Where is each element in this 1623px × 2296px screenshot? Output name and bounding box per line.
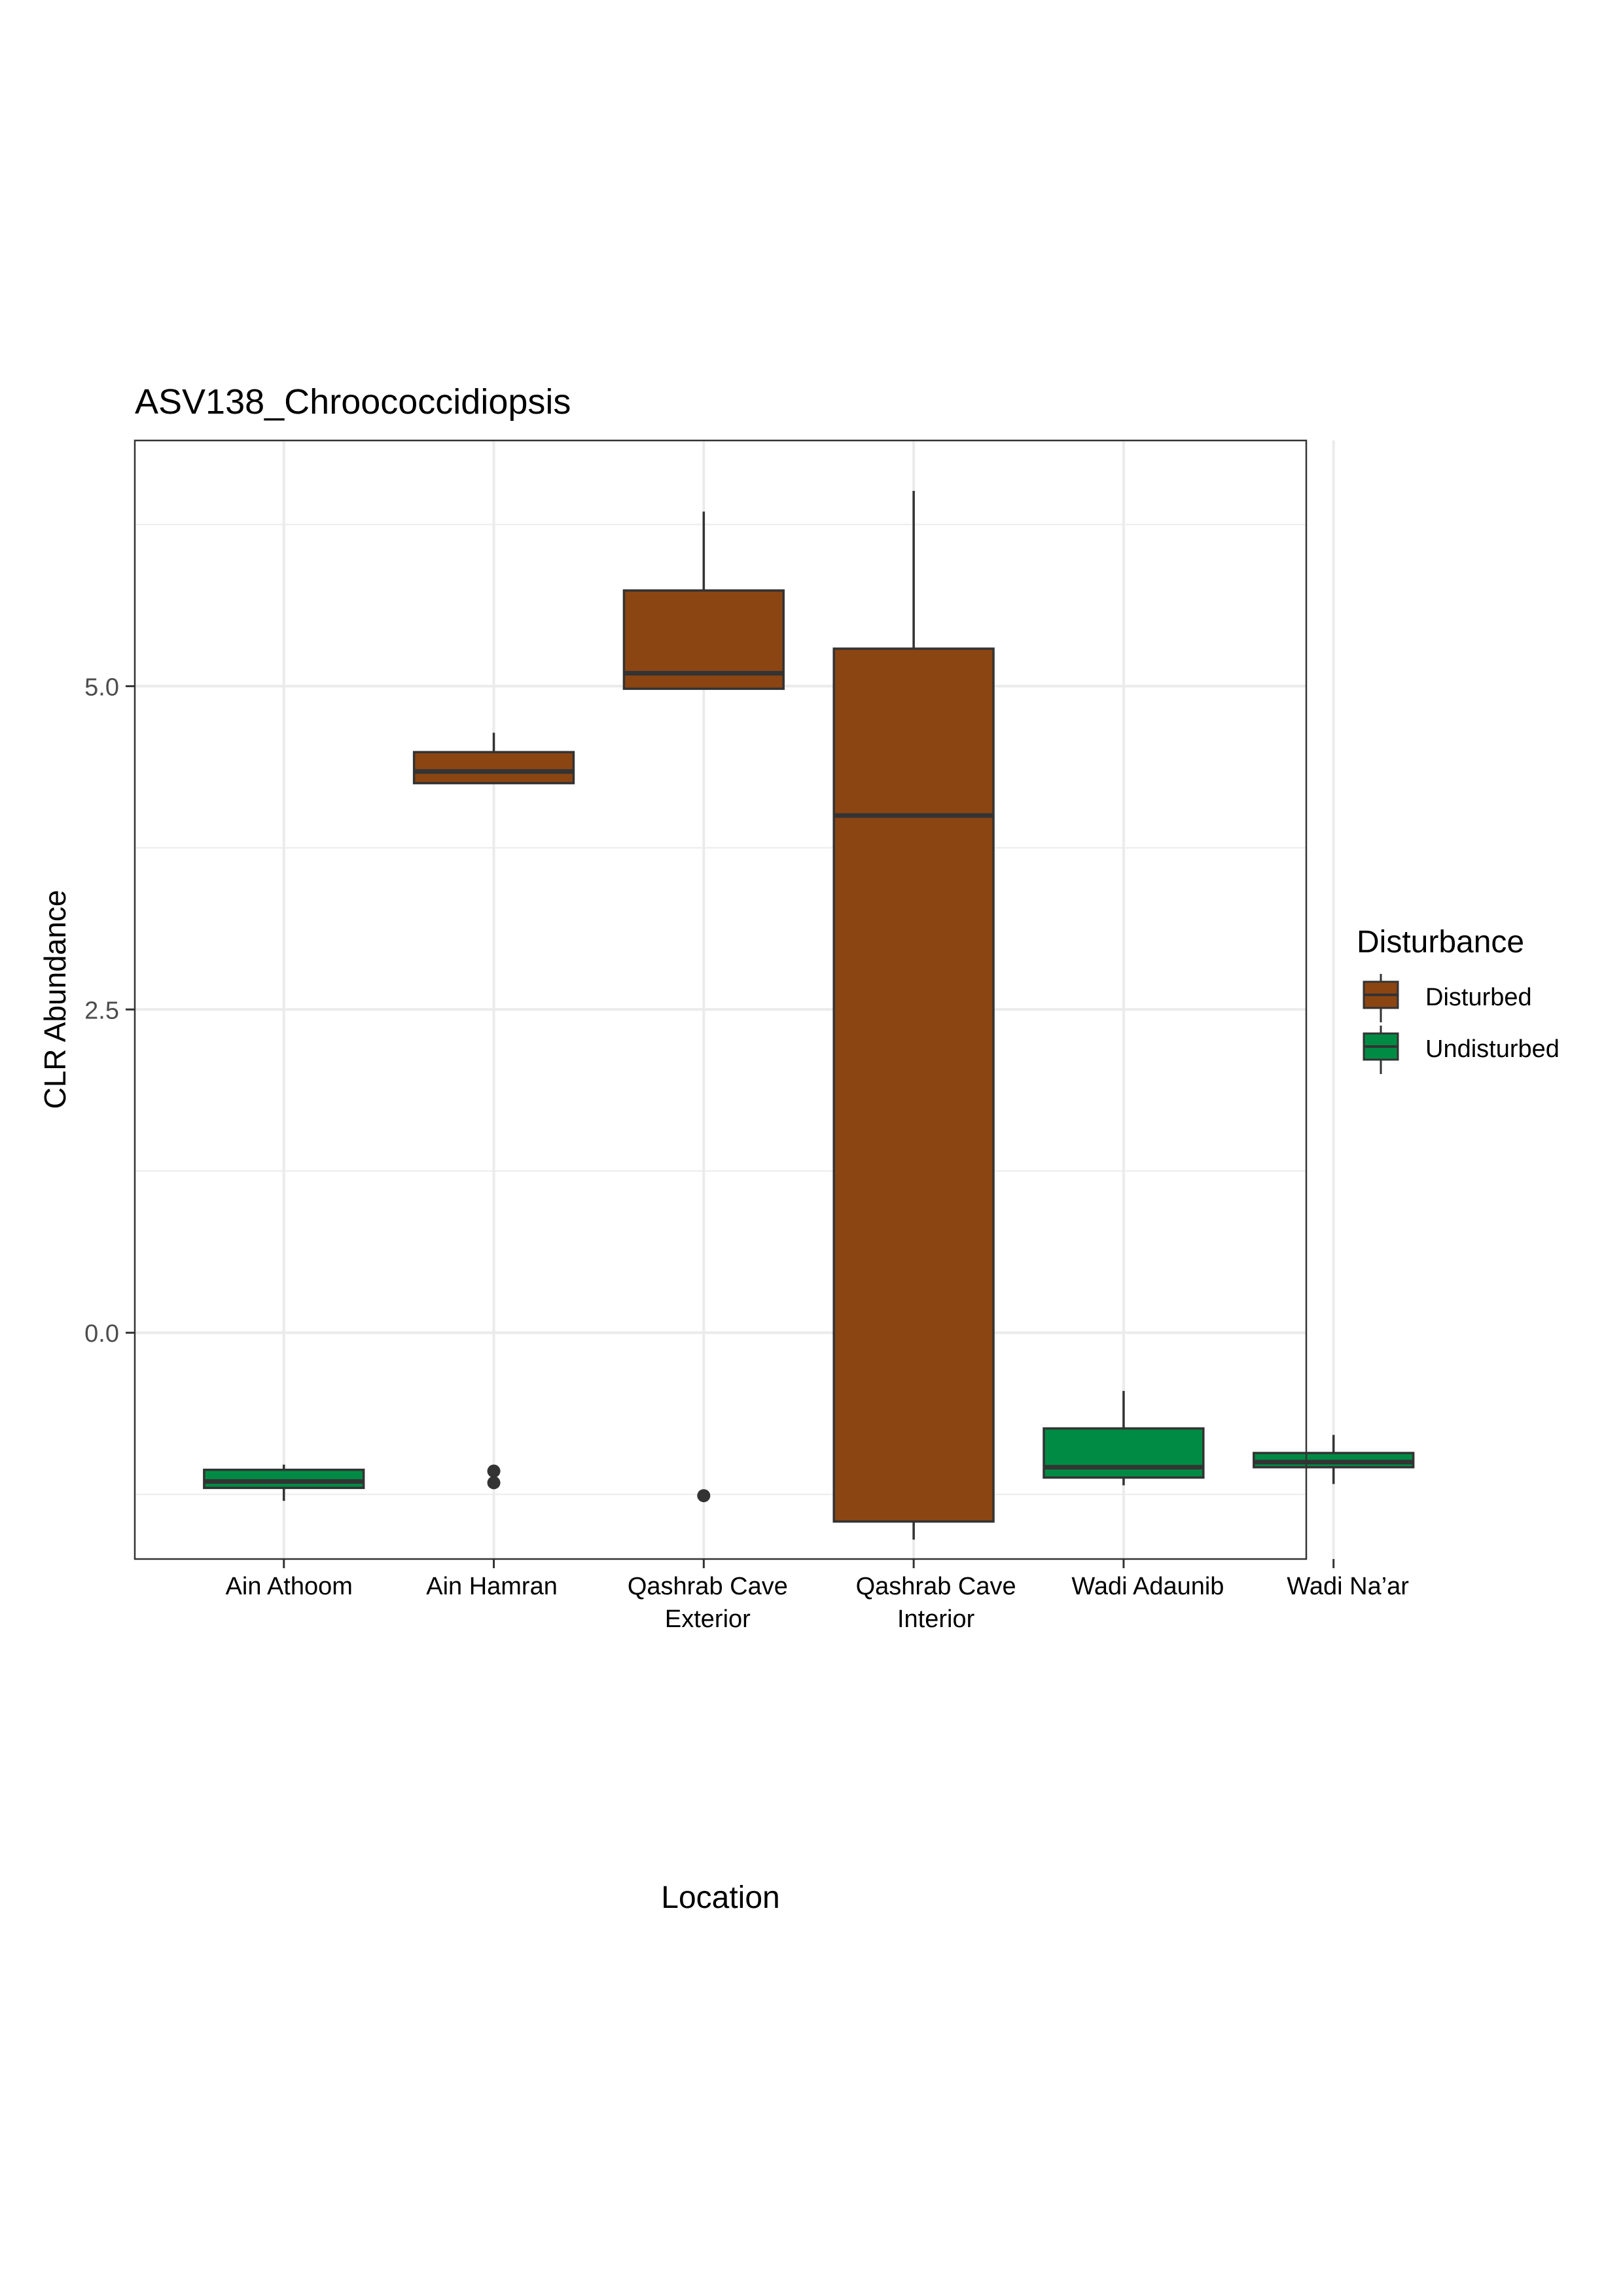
- x-tick-label-line: Ain Hamran: [426, 1573, 558, 1600]
- box-iqr: [203, 1468, 365, 1490]
- outlier-point: [487, 1464, 501, 1478]
- x-tick-label: Ain Hamran: [426, 1573, 558, 1600]
- y-tick-label: 0.0: [84, 1320, 119, 1348]
- legend: Disturbance Disturbed Undisturbed: [1357, 925, 1560, 1074]
- legend-label: Undisturbed: [1425, 1035, 1560, 1063]
- box-iqr: [1043, 1427, 1205, 1479]
- x-tick-label-line: Qashrab Cave: [628, 1573, 788, 1600]
- box-iqr: [412, 751, 575, 785]
- x-tick-label: Wadi Adaunib: [1071, 1573, 1224, 1600]
- y-tick-label: 5.0: [84, 673, 119, 701]
- x-tick-label-line: Exterior: [665, 1605, 751, 1633]
- box-1: [203, 1464, 365, 1501]
- x-tick-label-line: Wadi Na’ar: [1287, 1573, 1409, 1600]
- x-tick-label-line: Qashrab Cave: [856, 1573, 1016, 1600]
- box-iqr: [832, 647, 995, 1523]
- x-tick-label-line: Wadi Adaunib: [1071, 1573, 1224, 1600]
- box-2: [412, 732, 575, 1490]
- x-tick-label-line: Ain Athoom: [226, 1573, 353, 1600]
- legend-keys: Disturbed Undisturbed: [1363, 974, 1560, 1074]
- x-axis-title: Location: [661, 1880, 779, 1915]
- legend-label: Disturbed: [1425, 984, 1532, 1011]
- x-tick-label: Ain Athoom: [226, 1573, 353, 1600]
- x-tick-label-line: Interior: [897, 1605, 975, 1633]
- x-tick-label: Qashrab Cave Exterior: [628, 1573, 788, 1633]
- legend-title: Disturbance: [1357, 925, 1524, 960]
- y-axis: 0.0 2.5 5.0: [84, 673, 135, 1348]
- y-axis-title: CLR Abundance: [38, 889, 72, 1109]
- box-5: [1043, 1391, 1205, 1486]
- x-tick-label: Wadi Na’ar: [1287, 1573, 1409, 1600]
- box-4: [832, 491, 995, 1540]
- chart-title: ASV138_Chroococcidiopsis: [135, 382, 571, 422]
- outlier-point: [697, 1489, 711, 1503]
- box-3: [622, 511, 785, 1503]
- box-series: [203, 491, 1415, 1540]
- legend-item-undisturbed: Undisturbed: [1363, 1026, 1560, 1074]
- outlier-point: [487, 1476, 501, 1490]
- x-tick-label: Qashrab Cave Interior: [856, 1573, 1016, 1633]
- y-tick-label: 2.5: [84, 997, 119, 1024]
- plot-border: [134, 439, 1308, 1560]
- x-axis: Ain Athoom Ain Hamran Qashrab Cave Exterior…: [226, 1559, 1409, 1633]
- box-6: [1253, 1435, 1415, 1484]
- legend-item-disturbed: Disturbed: [1363, 974, 1532, 1022]
